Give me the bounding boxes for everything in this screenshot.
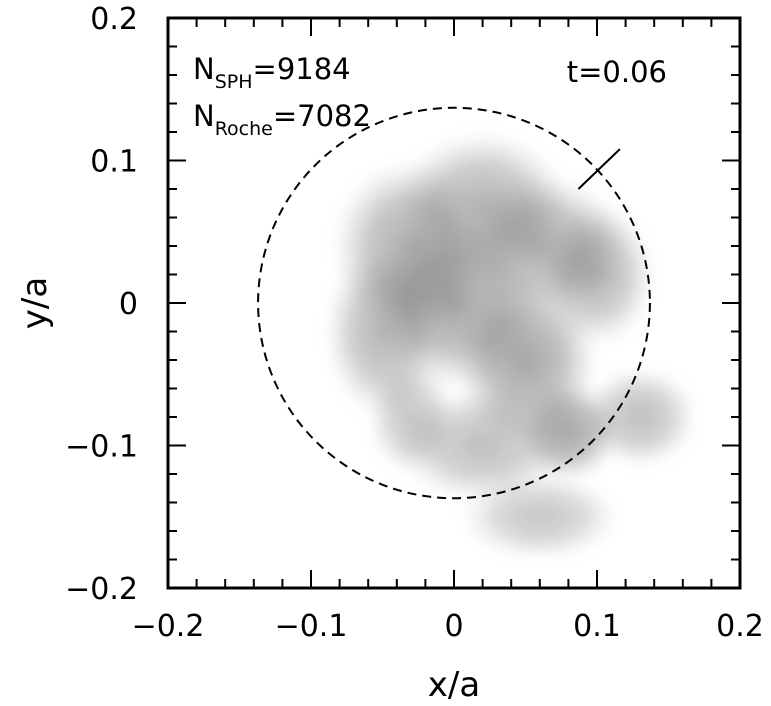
y-tick-label: 0.1 <box>90 145 138 180</box>
n-sph-subscript: SPH <box>215 71 253 93</box>
x-tick-labels: −0.2 −0.1 0 0.1 0.2 <box>132 609 764 644</box>
density-blob <box>582 367 698 467</box>
n-roche-value: =7082 <box>273 99 371 133</box>
n-roche-base: N <box>193 99 215 133</box>
y-tick-label: 0 <box>119 287 138 322</box>
y-tick-label: 0.2 <box>90 2 138 37</box>
n-roche-annotation: NRoche=7082 <box>193 99 371 140</box>
x-tick-label: 0.2 <box>716 609 764 644</box>
n-sph-annotation: NSPH=9184 <box>193 52 351 93</box>
axis-ticks <box>168 18 740 588</box>
x-tick-label: 0.1 <box>573 609 621 644</box>
n-sph-value: =9184 <box>253 52 351 86</box>
y-axis-label: y/a <box>15 277 55 329</box>
y-tick-labels: −0.2 −0.1 0 0.1 0.2 <box>65 2 138 607</box>
x-tick-label: −0.2 <box>132 609 205 644</box>
x-tick-label: −0.1 <box>275 609 348 644</box>
n-roche-subscript: Roche <box>215 118 273 140</box>
density-field <box>325 132 698 560</box>
marker-segment <box>577 148 621 190</box>
y-tick-label: −0.1 <box>65 430 138 465</box>
x-axis-label: x/a <box>428 665 480 705</box>
x-tick-label: 0 <box>444 609 463 644</box>
roche-lobe-circle <box>257 106 651 500</box>
density-blob <box>461 474 619 560</box>
time-annotation: t=0.06 <box>567 55 667 89</box>
n-sph-base: N <box>193 52 215 86</box>
y-tick-label: −0.2 <box>65 572 138 607</box>
density-blob <box>368 360 454 474</box>
